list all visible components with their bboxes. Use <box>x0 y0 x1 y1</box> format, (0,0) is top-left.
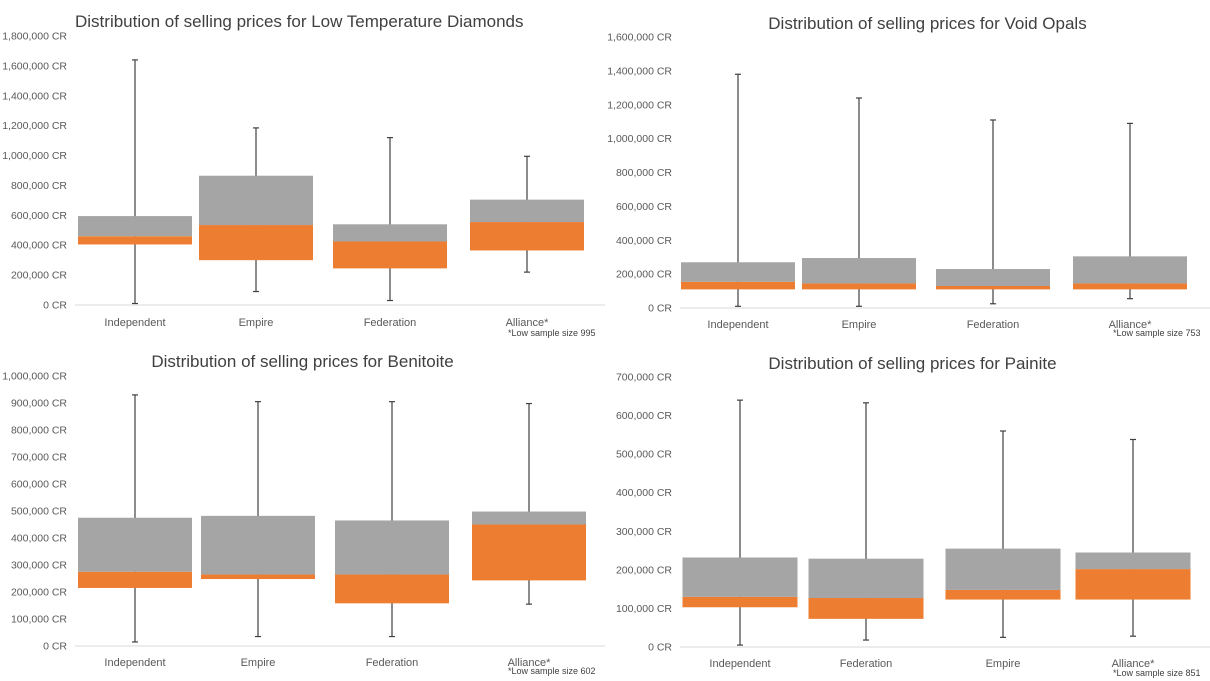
y-tick-label: 0 CR <box>43 641 67 653</box>
box-lower-quartile <box>1075 569 1191 600</box>
box-upper-quartile <box>335 520 449 575</box>
x-category-label: Independent <box>104 317 165 329</box>
chart-panel-void-opals: Distribution of selling prices for Void … <box>605 0 1210 340</box>
y-tick-label: 0 CR <box>43 300 67 312</box>
y-tick-label: 1,800,000 CR <box>2 31 67 43</box>
y-tick-label: 600,000 CR <box>616 410 672 422</box>
y-tick-label: 800,000 CR <box>616 167 672 179</box>
y-tick-label: 500,000 CR <box>616 449 672 461</box>
x-category-label: Independent <box>707 319 768 331</box>
box-lower-quartile <box>1073 283 1187 290</box>
y-tick-label: 300,000 CR <box>616 526 672 538</box>
y-tick-label: 1,000,000 CR <box>2 150 67 162</box>
chart-title: Distribution of selling prices for Low T… <box>75 12 524 31</box>
box-upper-quartile <box>472 511 586 525</box>
box-lower-quartile <box>472 524 586 581</box>
y-tick-label: 100,000 CR <box>616 603 672 615</box>
box-lower-quartile <box>682 596 798 608</box>
y-tick-label: 600,000 CR <box>11 210 67 222</box>
x-category-label: Empire <box>986 658 1021 670</box>
y-tick-label: 600,000 CR <box>616 201 672 213</box>
x-category-label: Independent <box>709 658 770 670</box>
y-tick-label: 500,000 CR <box>11 506 67 518</box>
chart-panel-painite: Distribution of selling prices for Paini… <box>605 340 1210 681</box>
box-lower-quartile <box>936 285 1050 290</box>
y-tick-label: 900,000 CR <box>11 398 67 410</box>
box-upper-quartile <box>201 515 315 575</box>
box-upper-quartile <box>199 175 313 226</box>
y-tick-label: 200,000 CR <box>11 587 67 599</box>
box-upper-quartile <box>945 548 1061 590</box>
box-upper-quartile <box>802 258 916 284</box>
box-lower-quartile <box>78 571 192 588</box>
x-category-label: Alliance* <box>506 317 550 329</box>
chart-title: Distribution of selling prices for Void … <box>768 14 1087 33</box>
x-category-label: Federation <box>364 317 417 329</box>
y-tick-label: 0 CR <box>648 303 672 315</box>
y-tick-label: 700,000 CR <box>616 372 672 384</box>
box-upper-quartile <box>470 199 584 223</box>
x-category-label: Independent <box>104 657 165 669</box>
footnote-low-sample: *Low sample size 851 <box>1113 668 1201 678</box>
x-category-label: Federation <box>366 657 419 669</box>
footnote-low-sample: *Low sample size 602 <box>508 666 596 676</box>
footnote-low-sample: *Low sample size 753 <box>1113 328 1201 338</box>
box-lower-quartile <box>199 225 313 261</box>
y-tick-label: 1,200,000 CR <box>607 99 672 111</box>
box-upper-quartile <box>333 224 447 242</box>
y-tick-label: 400,000 CR <box>616 235 672 247</box>
x-category-label: Alliance* <box>1112 658 1156 670</box>
box-lower-quartile <box>201 574 315 580</box>
chart-panel-low-temperature-diamonds: Distribution of selling prices for Low T… <box>0 0 605 340</box>
box-lower-quartile <box>470 222 584 251</box>
y-tick-label: 1,600,000 CR <box>2 60 67 72</box>
y-tick-label: 800,000 CR <box>11 180 67 192</box>
y-tick-label: 400,000 CR <box>616 487 672 499</box>
box-lower-quartile <box>802 283 916 290</box>
y-tick-label: 700,000 CR <box>11 452 67 464</box>
y-tick-label: 100,000 CR <box>11 614 67 626</box>
y-tick-label: 1,400,000 CR <box>607 65 672 77</box>
box-upper-quartile <box>808 558 924 599</box>
y-tick-label: 1,400,000 CR <box>2 90 67 102</box>
y-tick-label: 300,000 CR <box>11 560 67 572</box>
box-lower-quartile <box>681 281 795 290</box>
x-category-label: Federation <box>967 319 1020 331</box>
box-upper-quartile <box>1075 552 1191 570</box>
y-tick-label: 1,200,000 CR <box>2 120 67 132</box>
box-lower-quartile <box>808 598 924 619</box>
y-tick-label: 0 CR <box>648 642 672 654</box>
y-tick-label: 1,600,000 CR <box>607 32 672 44</box>
box-lower-quartile <box>333 241 447 269</box>
box-upper-quartile <box>681 262 795 282</box>
box-lower-quartile <box>335 574 449 604</box>
y-tick-label: 400,000 CR <box>11 533 67 545</box>
box-upper-quartile <box>936 269 1050 286</box>
box-lower-quartile <box>78 236 192 245</box>
box-lower-quartile <box>945 589 1061 600</box>
y-tick-label: 800,000 CR <box>11 425 67 437</box>
box-upper-quartile <box>682 557 798 597</box>
y-tick-label: 600,000 CR <box>11 479 67 491</box>
y-tick-label: 400,000 CR <box>11 240 67 252</box>
x-category-label: Empire <box>241 657 276 669</box>
x-category-label: Empire <box>842 319 877 331</box>
x-category-label: Alliance* <box>508 657 552 669</box>
box-upper-quartile <box>78 216 192 237</box>
chart-panel-benitoite: Distribution of selling prices for Benit… <box>0 340 605 681</box>
y-tick-label: 200,000 CR <box>616 564 672 576</box>
y-tick-label: 1,000,000 CR <box>607 133 672 145</box>
x-category-label: Federation <box>840 658 893 670</box>
footnote-low-sample: *Low sample size 995 <box>508 328 596 338</box>
x-category-label: Alliance* <box>1109 319 1153 331</box>
box-upper-quartile <box>1073 256 1187 284</box>
box-upper-quartile <box>78 517 192 572</box>
y-tick-label: 1,000,000 CR <box>2 371 67 383</box>
chart-title: Distribution of selling prices for Paini… <box>768 354 1057 373</box>
x-category-label: Empire <box>239 317 274 329</box>
y-tick-label: 200,000 CR <box>11 270 67 282</box>
chart-title: Distribution of selling prices for Benit… <box>151 352 454 371</box>
y-tick-label: 200,000 CR <box>616 269 672 281</box>
